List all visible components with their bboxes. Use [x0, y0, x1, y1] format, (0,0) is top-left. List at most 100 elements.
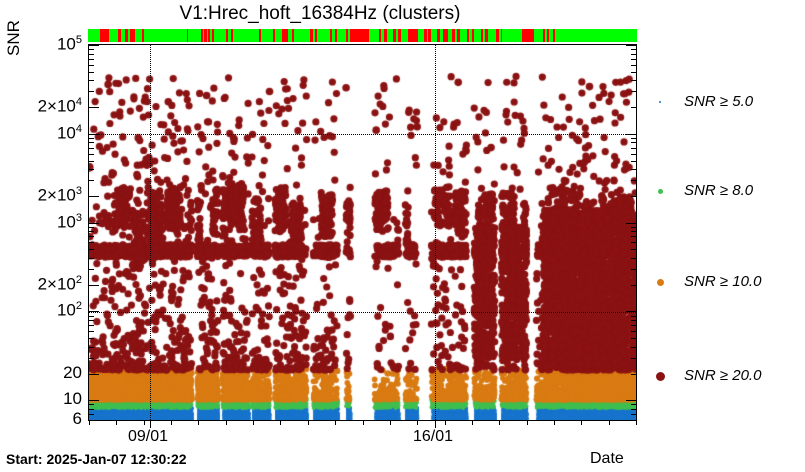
y-axis-tick [88, 142, 94, 144]
status-bar-segment-bad [466, 29, 469, 42]
y-axis-tick [631, 180, 637, 182]
x-tick-label-2: 16/01 [412, 428, 454, 445]
y-axis-tick [631, 226, 637, 228]
x-axis-tick-minor [471, 421, 473, 425]
status-bar-segment-bad [481, 29, 484, 42]
x-tick-label-1: 09/01 [127, 428, 169, 445]
y-axis-tick [88, 58, 94, 60]
y-axis-tick-major [88, 400, 99, 402]
y-tick-label: 2×103 [37, 184, 82, 205]
y-axis-tick [88, 53, 94, 55]
x-axis-tick-minor [335, 421, 337, 425]
y-axis-tick [631, 231, 637, 233]
y-tick-label: 10 [63, 389, 82, 409]
y-tick-label: 102 [56, 300, 82, 321]
legend-marker-dot [655, 371, 665, 381]
y-axis-tick [88, 331, 94, 333]
legend-marker-dot [656, 278, 664, 286]
y-axis-tick [631, 169, 637, 171]
x-axis-tick-minor [253, 421, 255, 425]
x-axis-tick-minor [389, 421, 391, 425]
y-axis-tick [631, 71, 637, 73]
status-bar-segment-bad [521, 29, 535, 42]
status-bar-segment-bad [346, 29, 349, 42]
status-bar-segment-bad [212, 29, 214, 42]
status-bar-segment-bad [117, 29, 121, 42]
y-axis-tick-major [88, 107, 99, 109]
y-axis-tick [626, 45, 637, 46]
legend-label: SNR ≥ 20.0 [684, 367, 762, 384]
status-bar-segment-bad [451, 29, 455, 42]
y-axis-tick [88, 408, 94, 410]
y-tick-label: 2×102 [37, 273, 82, 294]
y-axis-tick [88, 137, 94, 139]
gridline-vertical [435, 45, 436, 420]
status-bar-segment-bad [546, 29, 550, 42]
y-axis-tick [631, 420, 637, 421]
y-axis-tick [626, 311, 637, 313]
status-bar-segment-bad [208, 29, 210, 42]
x-axis-tick-minor [499, 421, 501, 425]
y-axis-tick [631, 242, 637, 244]
status-bar-segment-bad [437, 29, 440, 42]
status-bar-segment-bad [231, 29, 234, 42]
x-axis-tick-minor [280, 421, 282, 425]
y-axis-tick [631, 64, 637, 66]
y-axis-tick [88, 320, 94, 322]
gridline-horizontal [89, 134, 636, 135]
y-axis-tick [88, 249, 94, 251]
legend-label: SNR ≥ 8.0 [684, 182, 754, 199]
status-bar-segment-bad [273, 29, 276, 42]
status-bar-segment-bad [204, 29, 207, 42]
y-axis-tick [631, 195, 637, 197]
y-axis-tick [631, 58, 637, 60]
status-bar-segment-bad [553, 29, 556, 42]
legend-label: SNR ≥ 10.0 [684, 273, 762, 290]
y-axis-tick [631, 236, 637, 238]
y-axis-tick [88, 80, 94, 82]
status-bar-segment-bad [292, 29, 295, 42]
y-axis-tick [626, 222, 637, 224]
x-axis-tick-minor [581, 421, 583, 425]
y-axis-tick [631, 160, 637, 162]
x-axis-tick-minor [307, 421, 309, 425]
y-axis-tick [631, 153, 637, 155]
x-axis-tick-minor [225, 421, 227, 425]
status-bar-segment-bad [456, 29, 460, 42]
status-bar-segment-bad [428, 29, 431, 42]
status-bar-segment-bad [334, 29, 337, 42]
status-bar-segment-bad [258, 29, 261, 42]
status-bar-segment-bad [141, 29, 144, 42]
y-axis-tick [88, 242, 94, 244]
status-bar-segment-bad [329, 29, 332, 42]
y-axis-tick [631, 269, 637, 271]
status-bar-segment-bad [378, 29, 382, 42]
y-axis-tick-major [88, 195, 99, 197]
x-axis-tick-minor [143, 421, 145, 425]
x-axis-tick-minor [608, 421, 610, 425]
y-axis-tick [631, 249, 637, 251]
y-axis-tick-major [88, 222, 99, 224]
y-axis-tick [88, 153, 94, 155]
y-axis-tick [88, 91, 94, 93]
y-axis-tick [631, 331, 637, 333]
x-axis-tick-minor [89, 421, 90, 425]
status-bar-segment-bad [392, 29, 396, 42]
x-axis-title: Date [590, 450, 624, 467]
plot-area[interactable] [88, 44, 637, 421]
y-axis-tick [88, 71, 94, 73]
y-axis-tick [88, 414, 94, 416]
x-axis-tick [150, 421, 152, 428]
y-axis-tick [88, 404, 94, 406]
y-axis-tick [88, 357, 94, 359]
gridline-vertical [150, 45, 151, 420]
legend: SNR ≥ 5.0 SNR ≥ 8.0 SNR ≥ 10.0 SNR ≥ 20.0 [648, 60, 805, 400]
status-bar-segment-bad [398, 29, 401, 42]
status-bar-segment-bad [281, 29, 288, 42]
y-axis-tick [631, 137, 637, 139]
x-axis-tick-minor [526, 421, 528, 425]
y-axis-tick [88, 49, 94, 51]
y-axis-tick [626, 133, 637, 135]
y-axis-tick [88, 257, 94, 259]
x-axis-tick [434, 421, 436, 428]
